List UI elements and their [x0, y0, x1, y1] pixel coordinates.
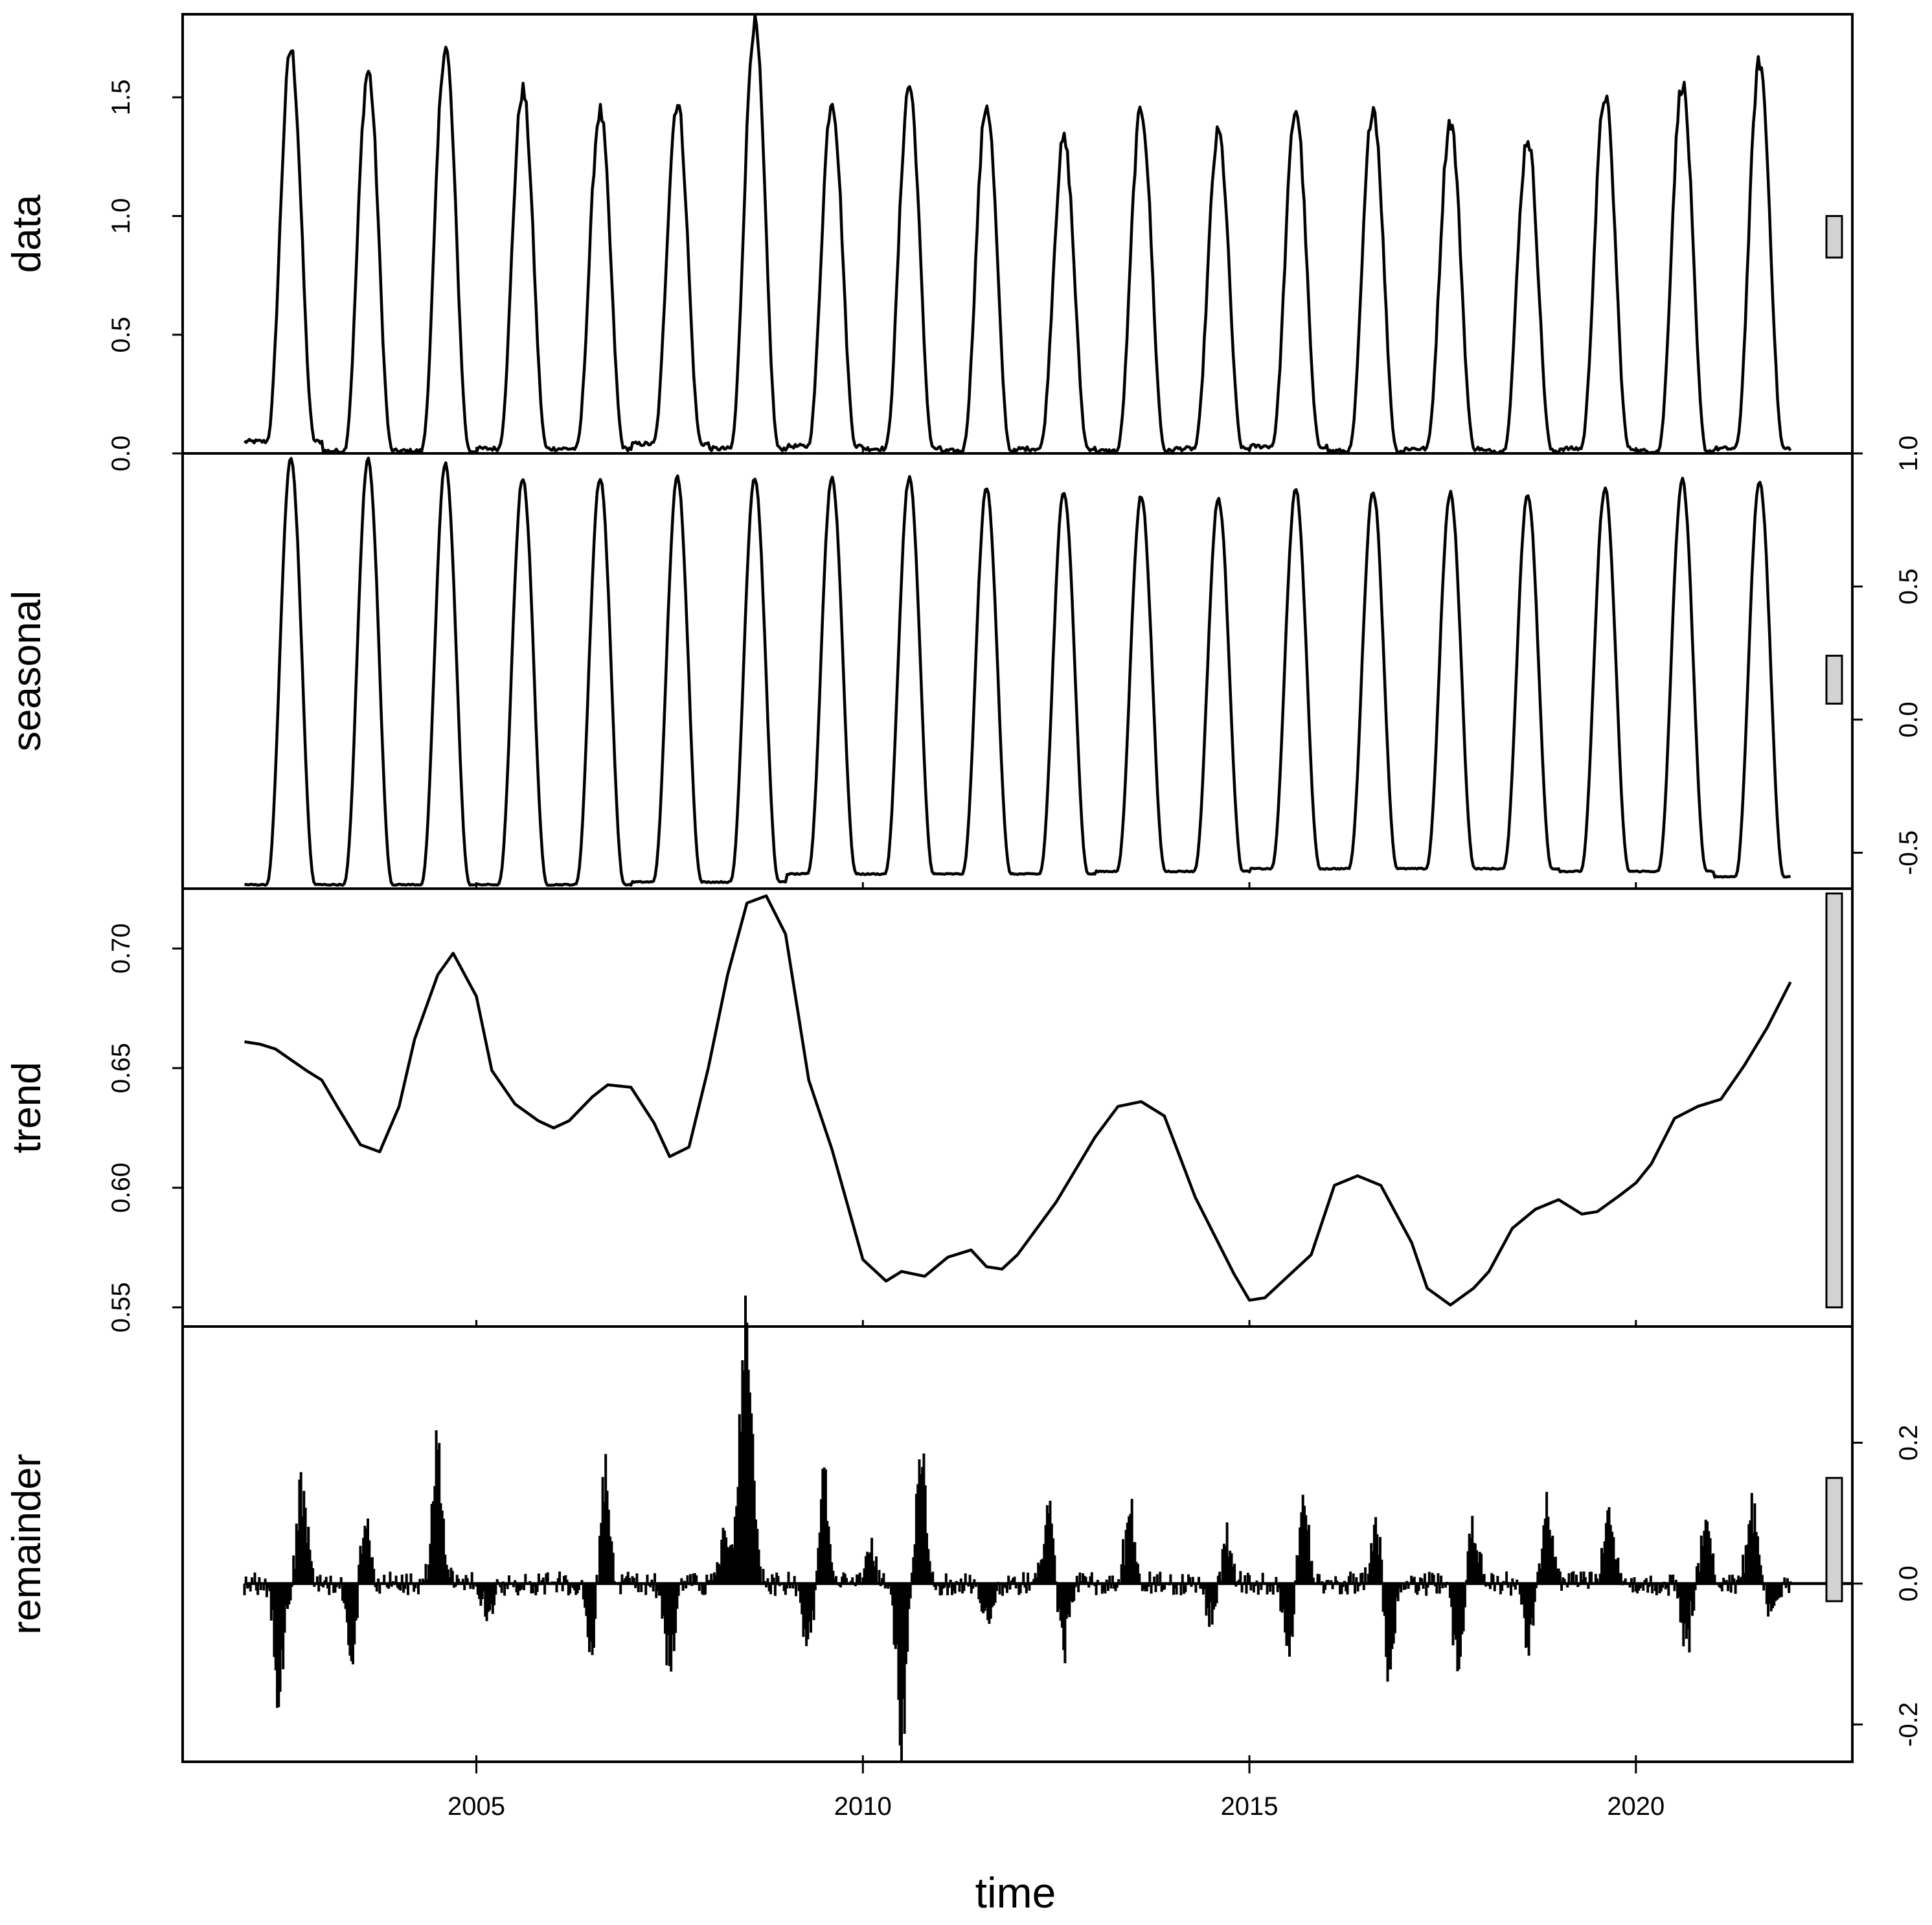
- remainder-spikes: [243, 1295, 1792, 1762]
- range-bar-data: [1825, 215, 1843, 259]
- y-tick-label-remainder: -0.2: [1894, 1702, 1923, 1747]
- y-tick-label-remainder: 0.2: [1894, 1425, 1923, 1461]
- y-tick-label-trend: 0.60: [107, 1163, 135, 1213]
- panel-label-seasonal: seasonal: [5, 591, 49, 751]
- y-tick-label-trend: 0.70: [107, 923, 135, 974]
- x-tick-label: 2005: [448, 1792, 505, 1821]
- range-bar-trend: [1825, 892, 1843, 1308]
- y-tick-label-seasonal: 0.5: [1894, 569, 1923, 605]
- x-axis-title: time: [975, 1869, 1056, 1917]
- series-line-trend: [244, 894, 1792, 1307]
- y-tick-label-seasonal: 0.0: [1894, 701, 1923, 738]
- panel-seasonal: seasonal -0.5 0.0 0.5 1.0: [5, 435, 1923, 890]
- panel-label-remainder: remainder: [5, 1453, 49, 1634]
- series-line-data: [243, 13, 1792, 455]
- y-tick-label-data: 0.5: [107, 317, 135, 353]
- y-tick-label-data: 1.0: [107, 198, 135, 234]
- y-tick-label-trend: 0.65: [107, 1043, 135, 1093]
- panel-label-trend: trend: [5, 1062, 49, 1153]
- y-tick-label-data: 1.5: [107, 79, 135, 115]
- y-tick-label-seasonal: -0.5: [1894, 830, 1923, 875]
- range-bar-remainder: [1825, 1477, 1843, 1602]
- x-tick-label: 2010: [834, 1792, 892, 1821]
- series-line-seasonal: [244, 456, 1791, 887]
- x-tick-label: 2015: [1221, 1792, 1279, 1821]
- panel-remainder: remainder -0.2 0.0 0.2: [5, 1295, 1923, 1763]
- y-tick-label-trend: 0.55: [107, 1282, 135, 1333]
- y-tick-label-data: 0.0: [107, 435, 135, 472]
- range-bar-seasonal: [1825, 654, 1843, 705]
- panel-label-data: data: [5, 194, 49, 273]
- x-tick-label: 2020: [1607, 1792, 1665, 1821]
- y-tick-label-seasonal: 1.0: [1894, 435, 1923, 472]
- panel-frame-remainder: [181, 1325, 1854, 1763]
- panels-layer: data 0.0 0.5 1.0 1.5 seasonal -0.5 0.0 0.5 1.0 tre…: [5, 13, 1923, 1763]
- y-tick-label-remainder: 0.0: [1894, 1566, 1923, 1602]
- x-axis: 2005 2010 2015 2020: [448, 1762, 1665, 1821]
